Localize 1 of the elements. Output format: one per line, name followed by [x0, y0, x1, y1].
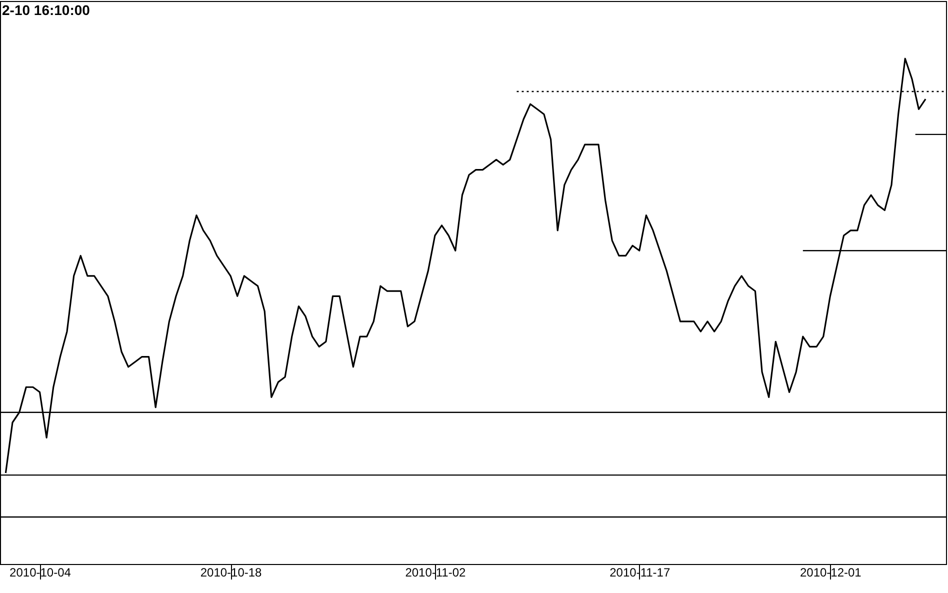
- chart-title: 2-10 16:10:00: [2, 2, 90, 18]
